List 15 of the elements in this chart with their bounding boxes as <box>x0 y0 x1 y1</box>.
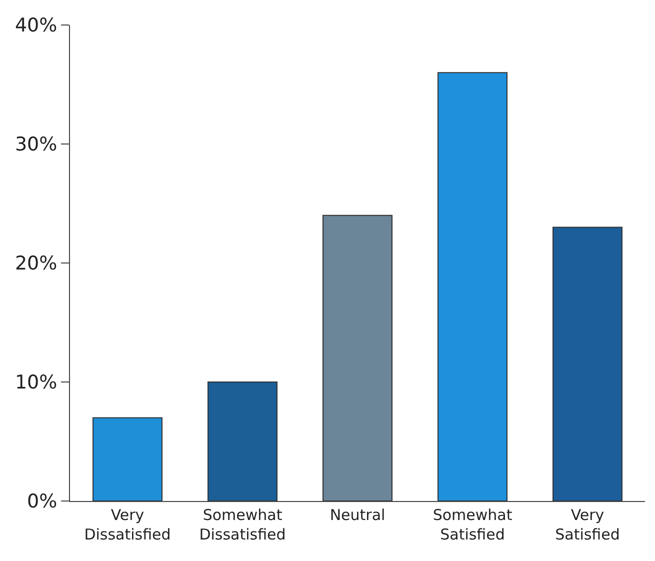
bar <box>552 226 622 501</box>
bar <box>92 417 162 501</box>
bar <box>438 72 508 501</box>
x-tick-label: Somewhat Dissatisfied <box>199 506 286 544</box>
bar <box>208 382 278 501</box>
y-tick-label: 10% <box>14 372 58 394</box>
y-tick-label: 0% <box>27 490 58 513</box>
x-tick-label: Neutral <box>330 506 386 524</box>
y-tick-label: 40% <box>14 14 58 37</box>
x-tick-label: Somewhat Satisfied <box>432 506 512 544</box>
y-tick-label: 30% <box>14 134 58 156</box>
y-tick-label: 20% <box>14 252 58 275</box>
x-tick-label: Very Satisfied <box>555 506 620 544</box>
bar <box>322 214 392 501</box>
x-tick-label: Very Dissatisfied <box>84 506 171 544</box>
